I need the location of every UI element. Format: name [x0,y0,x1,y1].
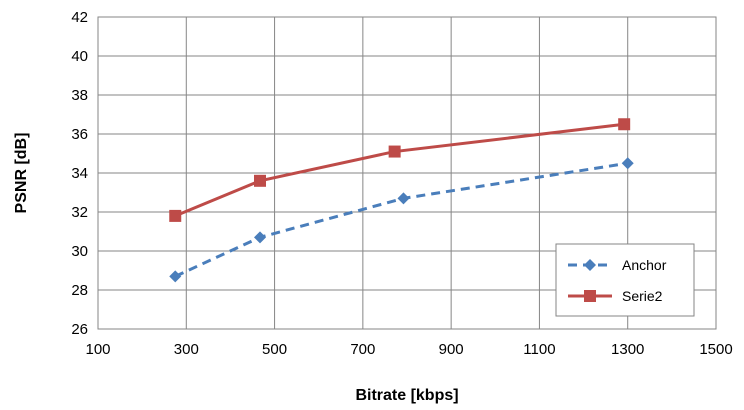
data-point-anchor [169,270,182,283]
data-point-serie2 [618,118,631,131]
y-tick-label: 34 [71,165,88,182]
x-axis-title: Bitrate [kbps] [355,387,458,404]
data-point-serie2 [388,145,401,158]
x-tick-labels: 100 300 500 700 900 1100 1300 1500 [85,341,732,358]
data-point-serie2 [169,209,182,222]
series-line-serie2 [174,122,625,218]
series-serie2 [169,118,631,222]
y-tick-label: 28 [71,282,88,299]
y-tick-label: 36 [71,126,88,143]
y-axis-title: PSNR [dB] [13,133,30,214]
plot-area-frame [97,16,717,330]
x-tick-label: 1300 [611,341,644,358]
series-anchor [169,157,634,283]
y-tick-label: 38 [71,87,88,104]
series-line-anchor [174,161,628,278]
y-tick-label: 42 [71,9,88,26]
legend-marker-anchor [584,259,596,271]
grid-lines [97,16,717,330]
y-tick-labels: 26 28 30 32 34 36 38 40 42 [71,9,88,338]
data-point-anchor [397,192,410,205]
y-tick-label: 40 [71,48,88,65]
x-tick-label: 900 [439,341,464,358]
y-tick-label: 26 [71,321,88,338]
x-tick-label: 100 [85,341,110,358]
x-tick-label: 500 [262,341,287,358]
legend-label-serie2: Serie2 [622,288,663,304]
x-tick-label: 1500 [699,341,732,358]
x-tick-label: 1100 [523,341,555,358]
legend-marker-serie2 [584,290,596,302]
data-point-anchor [621,157,634,170]
legend: Anchor Serie2 [555,243,695,317]
x-tick-label: 700 [350,341,375,358]
legend-box [555,243,695,317]
legend-label-anchor: Anchor [622,257,667,273]
y-tick-label: 32 [71,204,88,221]
series-layer [169,118,634,283]
y-tick-label: 30 [71,243,88,260]
x-tick-label: 300 [174,341,199,358]
data-point-serie2 [254,174,267,187]
data-point-anchor [254,231,267,244]
